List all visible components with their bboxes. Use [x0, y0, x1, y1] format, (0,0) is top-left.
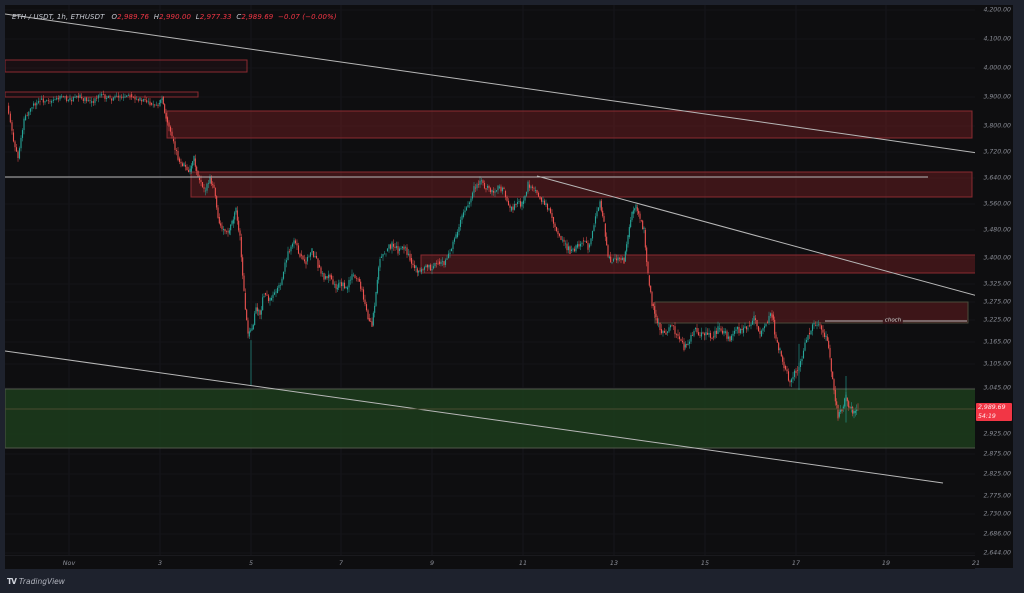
price-plot[interactable]	[5, 5, 975, 555]
price-tick-label: 2,875.00	[983, 450, 1011, 458]
time-tick-label: 17	[791, 559, 801, 567]
price-tick-label: 4,100.00	[983, 35, 1011, 43]
supply-zone	[166, 110, 973, 139]
supply-zone	[5, 59, 248, 73]
tradingview-logo-text: TradingView	[18, 577, 65, 586]
price-tick-label: 3,275.00	[983, 298, 1011, 306]
time-tick-label: 13	[609, 559, 619, 567]
high-key: H	[153, 13, 160, 21]
price-tick-label: 4,200.00	[983, 6, 1011, 14]
high-value: 2,990.00	[159, 13, 192, 21]
tradingview-logo[interactable]: TV TradingView	[7, 577, 65, 586]
tradingview-logo-icon: TV	[7, 577, 17, 586]
price-tick-label: 3,900.00	[983, 93, 1011, 101]
change-value: −0.07 (−0.00%)	[278, 13, 337, 21]
price-tick-label: 3,400.00	[983, 254, 1011, 262]
time-tick-label: 21	[971, 559, 981, 567]
time-tick-label: 15	[700, 559, 710, 567]
price-tick-label: 2,644.00	[983, 549, 1011, 557]
lower-channel-line	[5, 350, 944, 484]
price-tick-label: 3,800.00	[983, 122, 1011, 130]
price-tick-label: 3,105.00	[983, 360, 1011, 368]
demand-zone	[5, 388, 975, 449]
price-tick-label: 2,925.00	[983, 430, 1011, 438]
grid	[5, 5, 975, 555]
close-value: 2,989.69	[241, 13, 274, 21]
price-tick-label: 2,775.00	[983, 492, 1011, 500]
price-tick-label: 4,000.00	[983, 64, 1011, 72]
price-tick-label: 3,165.00	[983, 338, 1011, 346]
time-tick-label: 3	[157, 559, 163, 567]
price-tick-label: 2,730.00	[983, 510, 1011, 518]
ohlc-legend: ETH / USDT, 1h, ETHUSDT O2,989.76 H2,990…	[12, 13, 337, 21]
price-tick-label: 3,560.00	[983, 200, 1011, 208]
open-key: O	[111, 13, 118, 21]
trendlines[interactable]	[5, 13, 975, 484]
time-tick-label: 5	[248, 559, 254, 567]
time-axis[interactable]: Nov 3 5 7 9 11 13 15 17 19 21	[5, 555, 980, 569]
bar-countdown: 54:19	[978, 413, 996, 420]
low-key: L	[195, 13, 200, 21]
time-tick-label: Nov	[62, 559, 76, 567]
time-tick-label: 19	[881, 559, 891, 567]
supply-zone	[190, 171, 973, 198]
candles	[8, 90, 859, 423]
time-tick-label: 9	[429, 559, 435, 567]
price-axis[interactable]: 4,200.00 4,100.00 4,000.00 3,900.00 3,800.00…	[975, 5, 1013, 568]
price-tick-label: 3,225.00	[983, 316, 1011, 324]
last-price-badge: 2,989.69 54:19	[976, 403, 1012, 421]
price-tick-label: 3,640.00	[983, 174, 1011, 182]
chart-panel[interactable]: ETH / USDT, 1h, ETHUSDT O2,989.76 H2,990…	[5, 5, 1013, 569]
time-tick-label: 7	[338, 559, 344, 567]
price-tick-label: 3,720.00	[983, 148, 1011, 156]
choch-annotation[interactable]: choch	[882, 317, 904, 324]
upper-channel-line	[5, 13, 975, 154]
price-tick-label: 2,825.00	[983, 470, 1011, 478]
price-tick-label: 3,045.00	[983, 384, 1011, 392]
open-value: 2,989.76	[117, 13, 150, 21]
low-value: 2,977.33	[199, 13, 232, 21]
price-tick-label: 3,325.00	[983, 280, 1011, 288]
inner-trendline-line	[536, 175, 975, 296]
time-tick-label: 11	[518, 559, 528, 567]
symbol-label[interactable]: ETH / USDT, 1h, ETHUSDT	[12, 13, 105, 21]
close-key: C	[236, 13, 242, 21]
supply-zone	[420, 254, 975, 274]
last-price-value: 2,989.69	[978, 404, 1006, 411]
supply-zone	[654, 301, 969, 324]
zones	[5, 59, 975, 449]
price-tick-label: 2,686.00	[983, 530, 1011, 538]
price-tick-label: 3,480.00	[983, 226, 1011, 234]
